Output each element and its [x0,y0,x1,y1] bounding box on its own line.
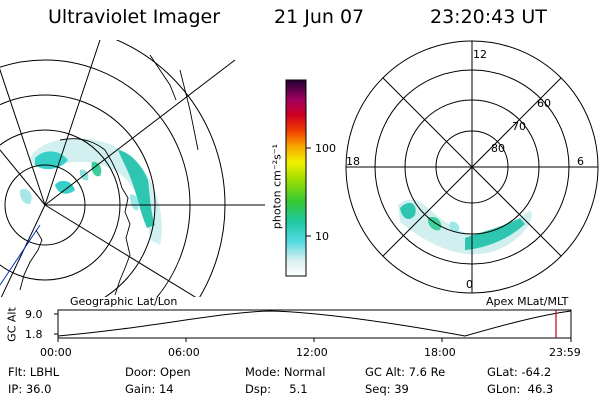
colorbar-tick-100: 100 [315,142,336,155]
aurora-emission-left [19,138,162,245]
info-filter: Flt: LBHL [8,365,60,379]
info-seq: Seq: 39 [365,382,409,396]
info-door: Door: Open [125,365,191,379]
info-dsp: Dsp: 5.1 [245,382,308,396]
time-tick-1800: 18:00 [424,346,456,359]
time-tick-0000: 00:00 [40,346,72,359]
colorbar-label: photon cm⁻²s⁻¹ [270,143,284,230]
coastline [19,54,199,296]
info-gain: Gain: 14 [125,382,174,396]
geographic-caption: Geographic Lat/Lon [70,295,178,308]
time-tick-1200: 12:00 [296,346,328,359]
info-mode: Mode: Normal [245,365,326,379]
time-tick-2359: 23:59 [549,346,581,359]
colorbar-tick-10: 10 [315,230,329,243]
mlt-label-18: 18 [346,155,360,168]
longitude-grid [0,40,265,297]
mlt-label-12: 12 [473,48,487,61]
polar-map [345,40,599,294]
time-label: 23:20:43 UT [430,6,547,28]
mlat-label-80: 80 [491,142,505,155]
date-label: 21 Jun 07 [274,6,365,28]
mlat-label-60: 60 [537,97,551,110]
altitude-plot [54,309,572,342]
altitude-ylabel: GC Alt [5,307,19,342]
apex-caption: Apex MLat/MLT [486,295,569,308]
instrument-title: Ultraviolet Imager [48,6,221,28]
info-gc-alt: GC Alt: 7.6 Re [365,365,446,379]
mlt-label-6: 6 [577,155,584,168]
time-tick-0600: 06:00 [168,346,200,359]
info-ip: IP: 36.0 [8,382,52,396]
info-glat: GLat: -64.2 [487,365,552,379]
info-glon: GLon: 46.3 [487,382,554,396]
geographic-map [0,40,265,297]
colorbar [285,79,311,277]
aurora-emission-right [398,199,532,255]
mlat-label-70: 70 [512,120,526,133]
mlt-label-0: 0 [466,278,473,291]
altitude-ytick-low: 1.8 [25,328,43,341]
altitude-ytick-high: 9.0 [25,308,43,321]
